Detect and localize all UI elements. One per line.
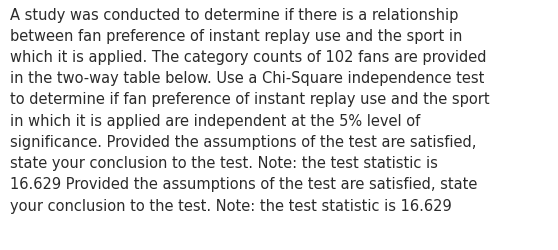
Text: A study was conducted to determine if there is a relationship
between fan prefer: A study was conducted to determine if th… xyxy=(10,8,490,213)
